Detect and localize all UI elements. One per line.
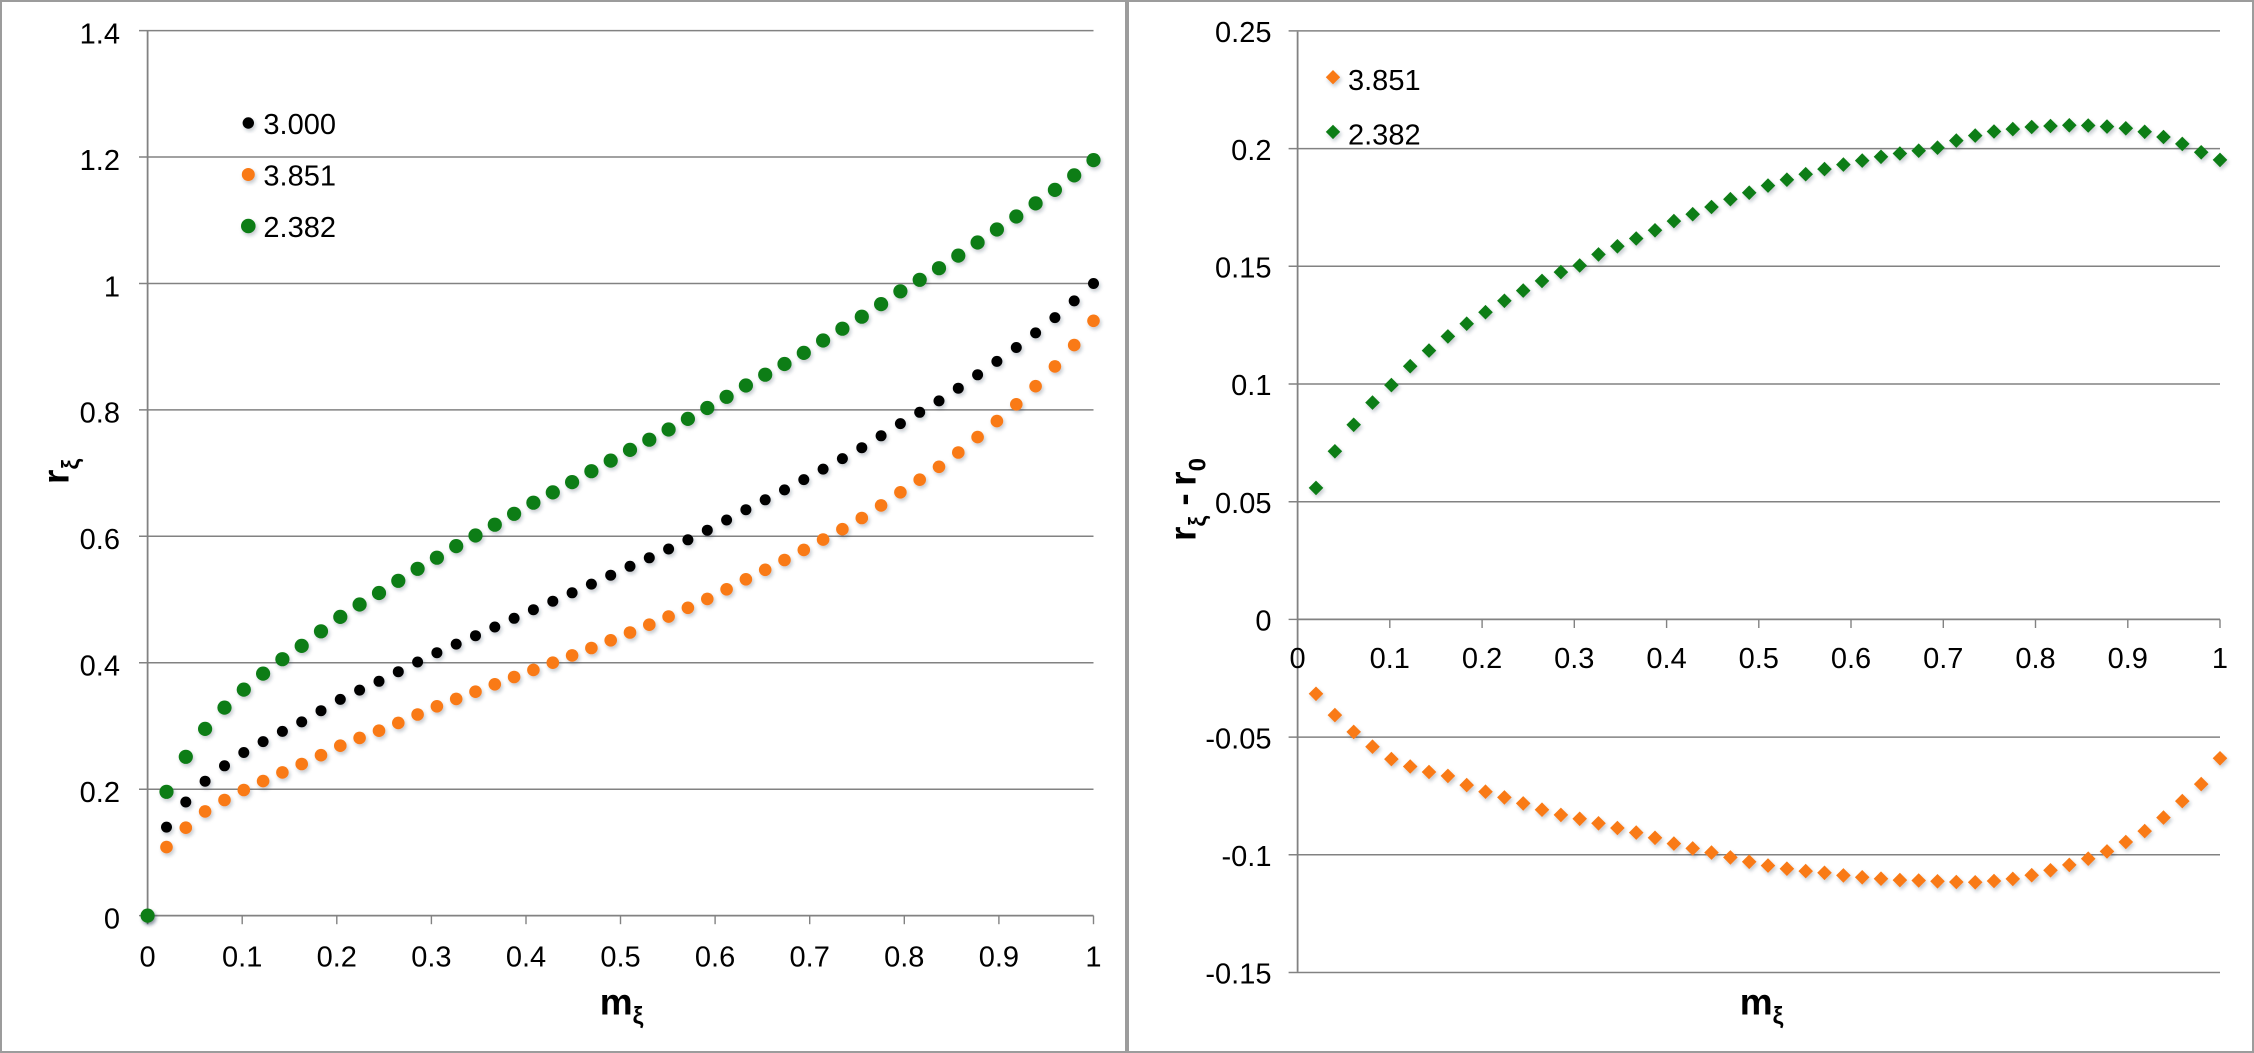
svg-text:-0.15: -0.15 bbox=[1205, 959, 1271, 991]
svg-text:0.1: 0.1 bbox=[1370, 643, 1410, 675]
svg-text:3.000: 3.000 bbox=[263, 109, 336, 141]
svg-text:2.382: 2.382 bbox=[263, 212, 336, 244]
svg-text:0.05: 0.05 bbox=[1215, 488, 1271, 520]
svg-text:0.2: 0.2 bbox=[1462, 643, 1502, 675]
svg-text:0.3: 0.3 bbox=[1554, 643, 1594, 675]
svg-text:0: 0 bbox=[104, 903, 120, 935]
svg-text:0.6: 0.6 bbox=[80, 524, 120, 556]
svg-text:3.851: 3.851 bbox=[1348, 65, 1421, 97]
svg-text:0.9: 0.9 bbox=[2108, 643, 2148, 675]
svg-text:0.5: 0.5 bbox=[600, 941, 640, 973]
svg-text:0.8: 0.8 bbox=[80, 398, 120, 430]
svg-text:rξ - r0: rξ - r0 bbox=[1163, 458, 1212, 541]
svg-text:0: 0 bbox=[1290, 643, 1306, 675]
svg-text:0.8: 0.8 bbox=[884, 941, 924, 973]
svg-text:0.15: 0.15 bbox=[1215, 253, 1271, 285]
svg-text:0.4: 0.4 bbox=[1646, 643, 1686, 675]
svg-text:0.5: 0.5 bbox=[1739, 643, 1779, 675]
svg-text:-0.1: -0.1 bbox=[1222, 841, 1272, 873]
svg-text:1: 1 bbox=[1085, 941, 1101, 973]
svg-text:0: 0 bbox=[1255, 606, 1271, 638]
svg-text:0.2: 0.2 bbox=[80, 777, 120, 809]
svg-text:0.4: 0.4 bbox=[80, 651, 120, 683]
svg-text:0.25: 0.25 bbox=[1215, 17, 1271, 49]
svg-text:0.9: 0.9 bbox=[979, 941, 1019, 973]
svg-text:0.2: 0.2 bbox=[317, 941, 357, 973]
svg-text:3.851: 3.851 bbox=[263, 161, 336, 193]
svg-text:0.7: 0.7 bbox=[790, 941, 830, 973]
svg-text:mξ: mξ bbox=[600, 982, 644, 1030]
svg-text:0.8: 0.8 bbox=[2015, 643, 2055, 675]
svg-text:0: 0 bbox=[140, 941, 156, 973]
svg-text:-0.05: -0.05 bbox=[1205, 723, 1271, 755]
svg-text:2.382: 2.382 bbox=[1348, 120, 1421, 152]
svg-text:0.2: 0.2 bbox=[1231, 135, 1271, 167]
svg-text:0.1: 0.1 bbox=[1231, 370, 1271, 402]
svg-text:1.4: 1.4 bbox=[80, 18, 120, 50]
svg-text:1: 1 bbox=[2212, 643, 2228, 675]
svg-text:1.2: 1.2 bbox=[80, 145, 120, 177]
svg-text:0.6: 0.6 bbox=[1831, 643, 1871, 675]
svg-text:0.4: 0.4 bbox=[506, 941, 546, 973]
svg-text:0.6: 0.6 bbox=[695, 941, 735, 973]
svg-text:0.7: 0.7 bbox=[1923, 643, 1963, 675]
svg-text:0.3: 0.3 bbox=[411, 941, 451, 973]
svg-text:0.1: 0.1 bbox=[222, 941, 262, 973]
svg-text:1: 1 bbox=[104, 271, 120, 303]
